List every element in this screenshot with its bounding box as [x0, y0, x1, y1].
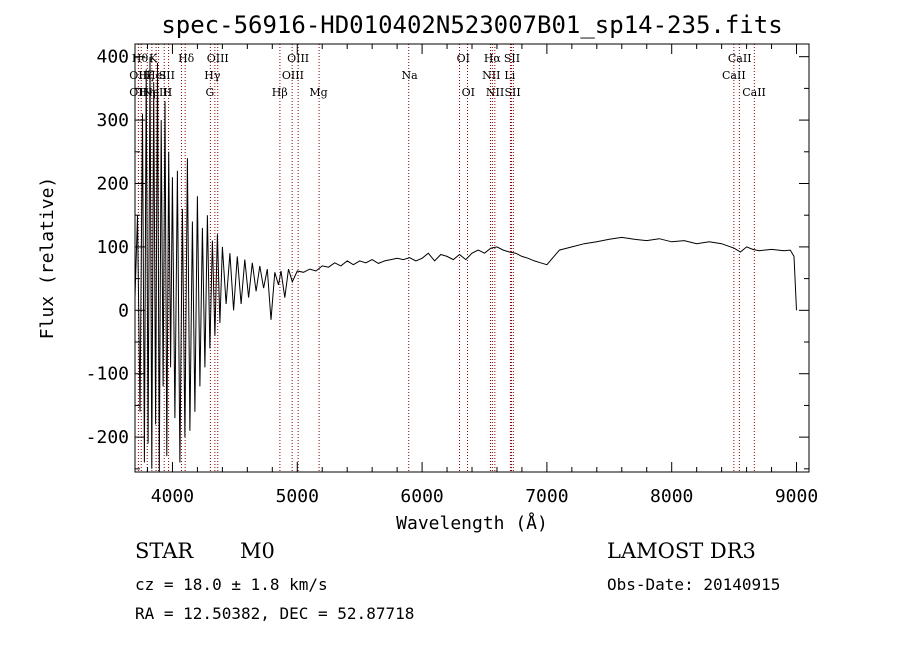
line-label-sii: SII [159, 69, 175, 82]
plot-frame [134, 43, 810, 473]
coordinates-readout: RA = 12.50382, DEC = 52.87718 [135, 604, 415, 623]
line-label-caii: CaII [742, 86, 766, 99]
y-tick-label: 200 [96, 173, 129, 194]
y-tick-label: -200 [86, 427, 129, 448]
x-axis-ticks: 4000 5000 6000 7000 8000 9000 [146, 44, 818, 507]
line-label-h: H [163, 86, 173, 99]
object-class: STAR [135, 539, 194, 563]
chart-title: spec-56916-HD010402N523007B01_sp14-235.f… [161, 11, 782, 39]
x-axis-label: Wavelength (Å) [396, 512, 548, 534]
line-label-sii: SII [504, 52, 520, 65]
line-label-hη: Hη [139, 86, 155, 99]
y-tick-label: 400 [96, 47, 129, 68]
line-label-mg: Mg [309, 86, 327, 99]
y-tick-label: 300 [96, 110, 129, 131]
y-tick-label: 100 [96, 237, 129, 258]
line-label-sii: SII [504, 86, 520, 99]
redshift-readout: cz = 18.0 ± 1.8 km/s [135, 575, 328, 594]
line-label-oi: OI [457, 52, 470, 65]
y-axis-label: Flux (relative) [37, 177, 58, 340]
x-tick-label: 6000 [400, 486, 443, 507]
line-label-hγ: Hγ [204, 69, 221, 82]
object-subclass: M0 [240, 539, 275, 563]
x-tick-label: 8000 [650, 486, 693, 507]
line-label-nii: NII [482, 69, 500, 82]
obs-date-readout: Obs-Date: 20140915 [607, 575, 781, 594]
line-label-oii: OII [129, 86, 147, 99]
line-label-hei: HeI [146, 69, 166, 82]
x-tick-label: 4000 [151, 486, 194, 507]
x-tick-label: 7000 [525, 486, 568, 507]
line-label-caii: CaII [722, 69, 746, 82]
y-tick-label: -100 [86, 364, 129, 385]
line-label-oiii: OIII [282, 69, 304, 82]
line-label-oi: OI [462, 86, 475, 99]
spectrum-line [134, 56, 797, 473]
line-label-na: Na [401, 69, 418, 82]
line-label-li: Li [504, 69, 515, 82]
y-tick-label: 0 [118, 300, 129, 321]
spectral-line-markers [137, 44, 755, 472]
x-tick-label: 9000 [775, 486, 818, 507]
line-label-oii: OII [129, 69, 147, 82]
line-label-hθ: Hθ [132, 52, 149, 65]
line-label-g: G [205, 86, 214, 99]
line-label-hβ: Hβ [272, 86, 288, 99]
line-label-hδ: Hδ [178, 52, 195, 65]
line-label-hα: Hα [484, 52, 502, 65]
line-label-oiii: OIII [287, 52, 309, 65]
line-label-k: K [149, 52, 158, 65]
line-label-oiii: OIII [207, 52, 229, 65]
line-label-caii: CaII [728, 52, 752, 65]
x-tick-label: 5000 [276, 486, 319, 507]
survey-name: LAMOST DR3 [607, 539, 756, 563]
y-axis-ticks: -200 -100 0 100 200 300 400 [86, 47, 809, 470]
line-label-nii: NII [486, 86, 504, 99]
